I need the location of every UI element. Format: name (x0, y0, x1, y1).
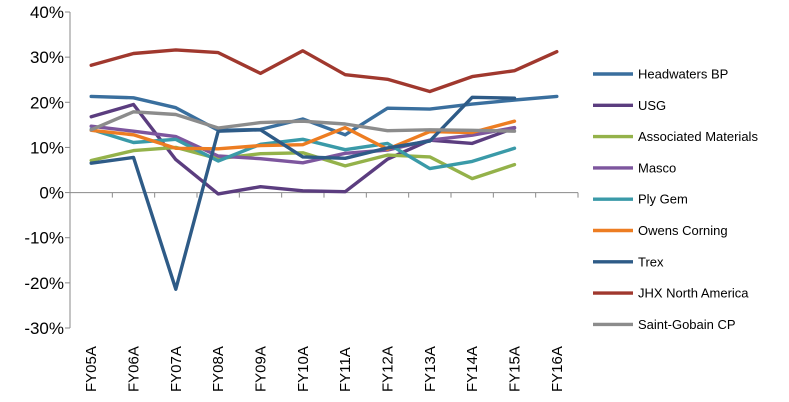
legend-label-trex: Trex (638, 254, 664, 269)
series-line-ply-gem (89, 127, 517, 171)
legend-label-associated-materials: Associated Materials (638, 129, 758, 144)
x-tick-label: FY14A (464, 346, 481, 392)
series-line-trex (89, 95, 517, 291)
series-line-saint-gobain-cp (89, 110, 517, 133)
y-tick-label: -20% (24, 274, 64, 293)
x-tick-label: FY07A (168, 346, 185, 392)
legend-label-jhx-north-america: JHX North America (638, 286, 749, 301)
y-tick-label: -10% (24, 229, 64, 248)
x-tick-label: FY16A (549, 346, 566, 392)
y-tick-label: 0% (39, 184, 64, 203)
legend-label-usg: USG (638, 98, 666, 113)
legend-label-owens-corning: Owens Corning (638, 223, 728, 238)
series-lines (89, 48, 559, 291)
y-tick-label: 30% (30, 48, 64, 67)
x-tick-label: FY09A (253, 346, 270, 392)
x-tick-label: FY13A (422, 346, 439, 392)
legend-label-masco: Masco (638, 160, 676, 175)
legend-label-saint-gobain-cp: Saint-Gobain CP (638, 317, 736, 332)
series-line-jhx-north-america (89, 48, 559, 94)
y-axis-ticks: -30% -20% -10% 0% 10% 20% 30% 40% (24, 3, 70, 338)
x-tick-label: FY12A (380, 346, 397, 392)
y-tick-label: 40% (30, 3, 64, 22)
x-axis-ticks: FY05A FY06A FY07A FY08A FY09A FY10A FY11A FY12A… (69, 192, 579, 392)
legend-label-headwaters-bp: Headwaters BP (638, 67, 728, 82)
x-tick-label: FY06A (126, 346, 143, 392)
x-tick-label: FY08A (210, 346, 227, 392)
series-line-owens-corning (89, 119, 517, 151)
series-line-associated-materials (89, 145, 517, 181)
series-line-masco (89, 124, 517, 165)
y-tick-label: 10% (30, 138, 64, 157)
legend: Headwaters BP USG Associated Materials Masc… (593, 67, 758, 332)
y-tick-label: -30% (24, 319, 64, 338)
x-tick-label: FY11A (337, 347, 354, 392)
x-tick-label: FY15A (507, 346, 524, 392)
x-tick-label: FY05A (83, 346, 100, 392)
x-tick-label: FY10A (295, 346, 312, 392)
series-line-headwaters-bp (89, 94, 559, 137)
legend-label-ply-gem: Ply Gem (638, 192, 688, 207)
y-tick-label: 20% (30, 93, 64, 112)
